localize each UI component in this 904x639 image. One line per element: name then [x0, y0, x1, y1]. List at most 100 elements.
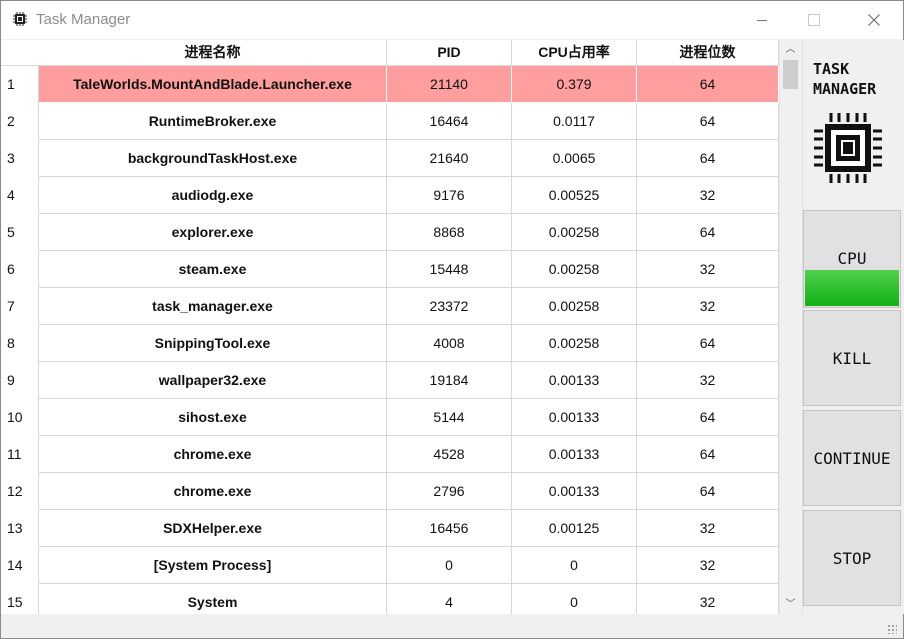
resize-grip-icon[interactable] [887, 624, 897, 634]
pid-cell[interactable]: 5144 [387, 399, 512, 436]
pid-cell[interactable]: 4 [387, 584, 512, 614]
table-row[interactable]: 11 chrome.exe 4528 0.00133 64 [1, 436, 779, 473]
cpu-usage-cell[interactable]: 0.00133 [512, 362, 637, 399]
pid-cell[interactable]: 9176 [387, 177, 512, 214]
process-bits-cell[interactable]: 32 [637, 288, 779, 325]
process-name-cell[interactable]: audiodg.exe [39, 177, 387, 214]
cpu-usage-cell[interactable]: 0.00258 [512, 325, 637, 362]
pid-cell[interactable]: 19184 [387, 362, 512, 399]
pid-cell[interactable]: 21140 [387, 66, 512, 103]
scrollbar-thumb[interactable] [783, 60, 798, 89]
process-bits-cell[interactable]: 64 [637, 436, 779, 473]
process-bits-cell[interactable]: 64 [637, 473, 779, 510]
process-name-cell[interactable]: chrome.exe [39, 473, 387, 510]
cpu-usage-cell[interactable]: 0.0065 [512, 140, 637, 177]
cpu-button[interactable]: CPU [803, 210, 901, 308]
column-header-process-name[interactable]: 进程名称 [39, 40, 387, 65]
column-header-process-bits[interactable]: 进程位数 [637, 40, 779, 65]
pid-cell[interactable]: 21640 [387, 140, 512, 177]
pid-cell[interactable]: 4528 [387, 436, 512, 473]
cpu-usage-cell[interactable]: 0.0117 [512, 103, 637, 140]
table-row[interactable]: 4 audiodg.exe 9176 0.00525 32 [1, 177, 779, 214]
pid-cell[interactable]: 16464 [387, 103, 512, 140]
table-row[interactable]: 13 SDXHelper.exe 16456 0.00125 32 [1, 510, 779, 547]
process-bits-cell[interactable]: 64 [637, 214, 779, 251]
process-bits-cell[interactable]: 32 [637, 177, 779, 214]
title-bar[interactable]: Task Manager [1, 1, 903, 39]
cpu-usage-cell[interactable]: 0.00258 [512, 214, 637, 251]
scroll-down-icon[interactable]: ﹀ [785, 599, 796, 610]
process-bits-cell[interactable]: 64 [637, 66, 779, 103]
process-bits-cell[interactable]: 64 [637, 399, 779, 436]
pid-cell[interactable]: 8868 [387, 214, 512, 251]
process-bits-cell[interactable]: 32 [637, 362, 779, 399]
process-name-cell[interactable]: backgroundTaskHost.exe [39, 140, 387, 177]
process-name-cell[interactable]: chrome.exe [39, 436, 387, 473]
stop-button[interactable]: STOP [803, 510, 901, 606]
process-bits-cell[interactable]: 32 [637, 251, 779, 288]
process-bits-cell[interactable]: 64 [637, 140, 779, 177]
cpu-usage-cell[interactable]: 0 [512, 547, 637, 584]
scroll-up-icon[interactable]: ︿ [785, 44, 796, 55]
process-name-cell[interactable]: steam.exe [39, 251, 387, 288]
vertical-scrollbar[interactable]: ︿ ﹀ [779, 40, 801, 614]
table-row[interactable]: 5 explorer.exe 8868 0.00258 64 [1, 214, 779, 251]
row-number: 10 [7, 409, 23, 425]
maximize-button[interactable] [791, 1, 837, 39]
cpu-usage-cell[interactable]: 0.00133 [512, 399, 637, 436]
row-number: 9 [7, 372, 15, 388]
pid-cell[interactable]: 15448 [387, 251, 512, 288]
pid-cell[interactable]: 0 [387, 547, 512, 584]
table-row[interactable]: 3 backgroundTaskHost.exe 21640 0.0065 64 [1, 140, 779, 177]
process-bits-cell[interactable]: 64 [637, 103, 779, 140]
process-bits-cell[interactable]: 32 [637, 547, 779, 584]
continue-button[interactable]: CONTINUE [803, 410, 901, 506]
process-name-cell[interactable]: System [39, 584, 387, 614]
process-name-cell[interactable]: sihost.exe [39, 399, 387, 436]
process-name-cell[interactable]: explorer.exe [39, 214, 387, 251]
table-row[interactable]: 1 TaleWorlds.MountAndBlade.Launcher.exe 21… [1, 66, 779, 103]
process-bits-cell[interactable]: 32 [637, 510, 779, 547]
minimize-button[interactable] [739, 1, 785, 39]
table-row[interactable]: 15 System 4 0 32 [1, 584, 779, 614]
process-name-cell[interactable]: [System Process] [39, 547, 387, 584]
column-header-cpu-usage[interactable]: CPU占用率 [512, 40, 637, 65]
cpu-usage-cell[interactable]: 0.00125 [512, 510, 637, 547]
cpu-usage-cell[interactable]: 0.379 [512, 66, 637, 103]
maximize-icon [808, 14, 820, 26]
process-name-cell[interactable]: task_manager.exe [39, 288, 387, 325]
table-header: 进程名称 PID CPU占用率 进程位数 [1, 40, 779, 66]
table-row[interactable]: 7 task_manager.exe 23372 0.00258 32 [1, 288, 779, 325]
cpu-usage-cell[interactable]: 0.00525 [512, 177, 637, 214]
cpu-usage-cell[interactable]: 0.00133 [512, 473, 637, 510]
process-name-cell[interactable]: RuntimeBroker.exe [39, 103, 387, 140]
column-header-pid[interactable]: PID [387, 40, 512, 65]
cpu-usage-cell[interactable]: 0.00133 [512, 436, 637, 473]
table-row[interactable]: 12 chrome.exe 2796 0.00133 64 [1, 473, 779, 510]
process-name-cell[interactable]: wallpaper32.exe [39, 362, 387, 399]
process-bits-cell[interactable]: 32 [637, 584, 779, 614]
pid-cell[interactable]: 2796 [387, 473, 512, 510]
cpu-usage-cell[interactable]: 0 [512, 584, 637, 614]
row-number: 11 [7, 446, 22, 462]
table-row[interactable]: 6 steam.exe 15448 0.00258 32 [1, 251, 779, 288]
cpu-usage-cell[interactable]: 0.00258 [512, 288, 637, 325]
process-name-cell[interactable]: TaleWorlds.MountAndBlade.Launcher.exe [39, 66, 387, 103]
close-button[interactable] [851, 1, 897, 39]
cpu-usage-cell[interactable]: 0.00258 [512, 251, 637, 288]
process-bits-cell[interactable]: 64 [637, 325, 779, 362]
table-row[interactable]: 2 RuntimeBroker.exe 16464 0.0117 64 [1, 103, 779, 140]
process-name-cell[interactable]: SDXHelper.exe [39, 510, 387, 547]
table-row[interactable]: 8 SnippingTool.exe 4008 0.00258 64 [1, 325, 779, 362]
table-row[interactable]: 10 sihost.exe 5144 0.00133 64 [1, 399, 779, 436]
table-row[interactable]: 9 wallpaper32.exe 19184 0.00133 32 [1, 362, 779, 399]
pid-cell[interactable]: 4008 [387, 325, 512, 362]
kill-button[interactable]: KILL [803, 310, 901, 406]
pid-cell[interactable]: 16456 [387, 510, 512, 547]
process-name-cell[interactable]: SnippingTool.exe [39, 325, 387, 362]
process-table[interactable]: 进程名称 PID CPU占用率 进程位数 1 TaleWorlds.MountAn… [1, 40, 779, 614]
pid-cell[interactable]: 23372 [387, 288, 512, 325]
table-row[interactable]: 14 [System Process] 0 0 32 [1, 547, 779, 584]
task-manager-label-line2: MANAGER [813, 80, 877, 98]
